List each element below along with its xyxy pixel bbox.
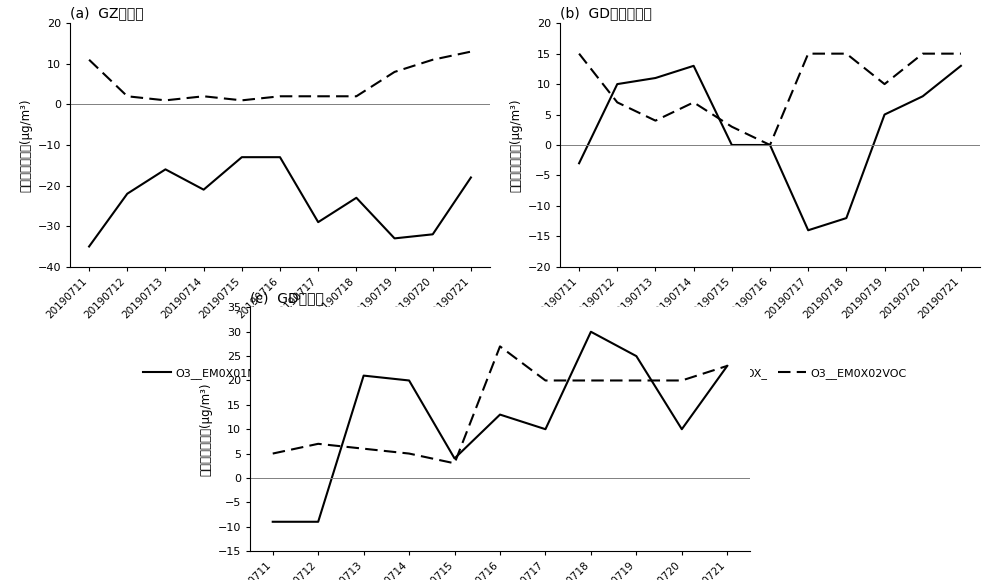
- O3__EM0X02NOX_: [955, 63, 967, 70]
- O3__EM0X03NOX_: [449, 455, 461, 462]
- O3__EM0X03NOX_: [312, 519, 324, 525]
- O3__EM0X01NOX_: [198, 186, 210, 193]
- O3__EM0X03VOC_: [539, 377, 551, 384]
- Text: (a)  GZ市本地: (a) GZ市本地: [70, 6, 144, 21]
- O3__EM0X03NOX_: [539, 426, 551, 433]
- O3__EM0X01NOX_: [83, 243, 95, 250]
- O3__EM0X03NOX_: [721, 362, 733, 369]
- O3__EM0X01VOC: [236, 97, 248, 104]
- Legend: O3__EM0X01NOX_, O3__EM0X01VOC: O3__EM0X01NOX_, O3__EM0X01VOC: [139, 363, 421, 383]
- Legend: O3__EM0X02NOX_, O3__EM0X02VOC: O3__EM0X02NOX_, O3__EM0X02VOC: [629, 363, 911, 383]
- O3__EM0X03NOX_: [630, 353, 642, 360]
- O3__EM0X03VOC_: [403, 450, 415, 457]
- Y-axis label: 一阶敏感性系数(μg/m³): 一阶敏感性系数(μg/m³): [509, 98, 522, 192]
- O3__EM0X01VOC: [465, 48, 477, 55]
- O3__EM0X03VOC_: [721, 362, 733, 369]
- O3__EM0X02VOC: [726, 124, 738, 130]
- O3__EM0X01NOX_: [465, 174, 477, 181]
- O3__EM0X02VOC: [573, 50, 585, 57]
- Line: O3__EM0X03NOX_: O3__EM0X03NOX_: [273, 332, 727, 522]
- O3__EM0X01VOC: [350, 93, 362, 100]
- O3__EM0X01VOC: [198, 93, 210, 100]
- O3__EM0X02NOX_: [879, 111, 891, 118]
- O3__EM0X01VOC: [121, 93, 133, 100]
- O3__EM0X03VOC_: [630, 377, 642, 384]
- O3__EM0X03VOC_: [312, 440, 324, 447]
- O3__EM0X03NOX_: [403, 377, 415, 384]
- Text: (b)  GD省其他城市: (b) GD省其他城市: [560, 6, 652, 21]
- O3__EM0X03VOC_: [494, 343, 506, 350]
- O3__EM0X03VOC_: [585, 377, 597, 384]
- O3__EM0X01NOX_: [312, 219, 324, 226]
- Line: O3__EM0X02VOC: O3__EM0X02VOC: [579, 54, 961, 145]
- O3__EM0X01NOX_: [159, 166, 171, 173]
- O3__EM0X02VOC: [649, 117, 661, 124]
- O3__EM0X02NOX_: [764, 142, 776, 148]
- O3__EM0X01NOX_: [389, 235, 401, 242]
- O3__EM0X02VOC: [802, 50, 814, 57]
- O3__EM0X02VOC: [879, 81, 891, 88]
- O3__EM0X02NOX_: [802, 227, 814, 234]
- O3__EM0X03NOX_: [494, 411, 506, 418]
- Y-axis label: 一阶敏感性系数(μg/m³): 一阶敏感性系数(μg/m³): [19, 98, 32, 192]
- O3__EM0X02VOC: [688, 99, 700, 106]
- O3__EM0X02NOX_: [649, 74, 661, 81]
- O3__EM0X02VOC: [917, 50, 929, 57]
- O3__EM0X01VOC: [312, 93, 324, 100]
- O3__EM0X03NOX_: [676, 426, 688, 433]
- O3__EM0X02NOX_: [611, 81, 623, 88]
- O3__EM0X01NOX_: [121, 190, 133, 197]
- O3__EM0X03NOX_: [585, 328, 597, 335]
- O3__EM0X02NOX_: [726, 142, 738, 148]
- Text: (c)  GD省省外: (c) GD省省外: [250, 291, 324, 305]
- Line: O3__EM0X01VOC: O3__EM0X01VOC: [89, 52, 471, 100]
- O3__EM0X03NOX_: [358, 372, 370, 379]
- O3__EM0X02VOC: [955, 50, 967, 57]
- O3__EM0X01NOX_: [350, 194, 362, 201]
- O3__EM0X01NOX_: [427, 231, 439, 238]
- O3__EM0X02NOX_: [917, 93, 929, 100]
- O3__EM0X01NOX_: [236, 154, 248, 161]
- O3__EM0X02NOX_: [573, 160, 585, 167]
- Line: O3__EM0X02NOX_: O3__EM0X02NOX_: [579, 66, 961, 230]
- Line: O3__EM0X01NOX_: O3__EM0X01NOX_: [89, 157, 471, 246]
- O3__EM0X01VOC: [83, 56, 95, 63]
- O3__EM0X02VOC: [611, 99, 623, 106]
- O3__EM0X03NOX_: [267, 519, 279, 525]
- O3__EM0X03VOC_: [676, 377, 688, 384]
- Y-axis label: 一阶敏感性系数(μg/m³): 一阶敏感性系数(μg/m³): [199, 382, 212, 476]
- O3__EM0X03VOC_: [267, 450, 279, 457]
- O3__EM0X02NOX_: [688, 63, 700, 70]
- O3__EM0X02VOC: [840, 50, 852, 57]
- O3__EM0X01VOC: [274, 93, 286, 100]
- O3__EM0X01VOC: [159, 97, 171, 104]
- O3__EM0X02NOX_: [840, 215, 852, 222]
- O3__EM0X01NOX_: [274, 154, 286, 161]
- O3__EM0X02VOC: [764, 142, 776, 148]
- Line: O3__EM0X03VOC_: O3__EM0X03VOC_: [273, 346, 727, 463]
- O3__EM0X03VOC_: [449, 460, 461, 467]
- O3__EM0X03VOC_: [358, 445, 370, 452]
- O3__EM0X01VOC: [389, 68, 401, 75]
- O3__EM0X01VOC: [427, 56, 439, 63]
